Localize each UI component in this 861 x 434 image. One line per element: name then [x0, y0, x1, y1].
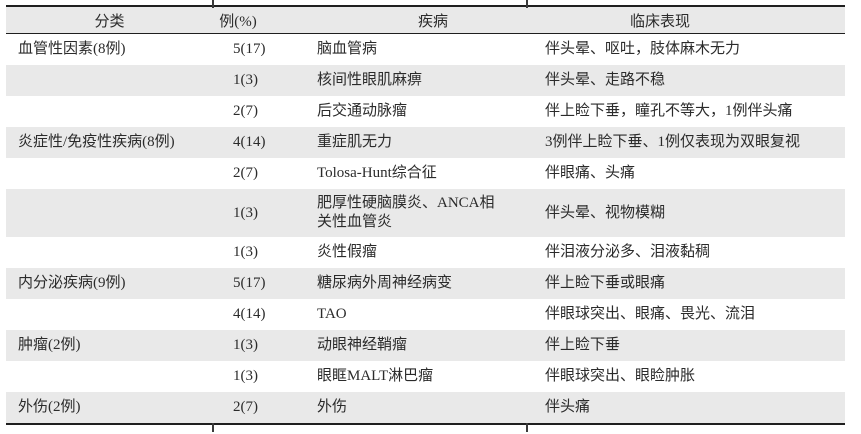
- header-row: 分类 例(%) 疾病 临床表现: [6, 6, 845, 34]
- col-header-category: 分类: [6, 6, 213, 34]
- table-row: 肿瘤(2例) 1(3) 动眼神经鞘瘤 伴上睑下垂: [6, 330, 845, 361]
- table-header: 分类 例(%) 疾病 临床表现: [6, 6, 845, 34]
- manifestation-cell: 伴眼球突出、眼痛、畏光、流泪: [545, 306, 756, 322]
- table-row: 内分泌疾病(9例) 5(17) 糖尿病外周神经病变 伴上睑下垂或眼痛: [6, 268, 845, 299]
- category-cell: [6, 237, 213, 268]
- disease-cell: 重症肌无力: [317, 134, 393, 151]
- category-cell: [6, 299, 213, 330]
- cases-cell: 4(14): [233, 134, 266, 150]
- column-divider-tick-top-left: [212, 0, 214, 8]
- manifestation-cell: 伴头晕、呕吐，肢体麻木无力: [545, 41, 741, 57]
- disease-cell: TAO: [317, 306, 347, 323]
- cases-cell: 1(3): [233, 337, 258, 353]
- table-row: 2(7) Tolosa-Hunt综合征 伴眼痛、头痛: [6, 158, 845, 189]
- table-row: 血管性因素(8例) 5(17) 脑血管病 伴头晕、呕吐，肢体麻木无力: [6, 34, 845, 66]
- manifestation-cell: 伴头晕、视物模糊: [545, 204, 666, 221]
- col-header-disease: 疾病: [303, 6, 527, 34]
- manifestation-cell: 伴上睑下垂: [545, 337, 621, 353]
- column-divider-tick-bottom-right: [526, 423, 528, 432]
- category-cell: 血管性因素(8例): [18, 41, 126, 57]
- column-divider-tick-bottom-left: [212, 423, 214, 432]
- disease-cell: 动眼神经鞘瘤: [317, 337, 408, 354]
- manifestation-cell: 伴头晕、走路不稳: [545, 72, 666, 88]
- cases-cell: 1(3): [233, 72, 258, 88]
- cases-cell: 4(14): [233, 306, 266, 322]
- disease-cell: 肥厚性硬脑膜炎、ANCA相关性血管炎: [317, 195, 495, 230]
- category-cell: [6, 96, 213, 127]
- clinical-findings-table: 分类 例(%) 疾病 临床表现 血管性因素(8例) 5(17) 脑血管病 伴头晕、呕吐…: [6, 0, 845, 432]
- cases-cell: 5(17): [233, 41, 266, 57]
- cases-cell: 1(3): [233, 368, 258, 384]
- manifestation-cell: 伴上睑下垂或眼痛: [545, 275, 666, 291]
- table-row: 2(7) 后交通动脉瘤 伴上睑下垂，瞳孔不等大，1例伴头痛: [6, 96, 845, 127]
- manifestation-cell: 伴眼球突出、眼睑肿胀: [545, 368, 696, 384]
- category-cell: 肿瘤(2例): [18, 337, 81, 353]
- manifestation-cell: 伴眼痛、头痛: [545, 165, 636, 181]
- manifestation-cell: 伴头痛: [545, 399, 591, 415]
- col-header-cases-percent: 例(%): [213, 6, 303, 34]
- disease-cell: 炎性假瘤: [317, 244, 378, 261]
- cases-cell: 1(3): [233, 204, 258, 221]
- category-cell: [6, 189, 213, 237]
- disease-cell: 后交通动脉瘤: [317, 103, 408, 120]
- category-cell: 外伤(2例): [18, 399, 81, 415]
- table-row: 1(3) 核间性眼肌麻痹 伴头晕、走路不稳: [6, 65, 845, 96]
- cases-cell: 1(3): [233, 244, 258, 260]
- table-row: 4(14) TAO 伴眼球突出、眼痛、畏光、流泪: [6, 299, 845, 330]
- cases-cell: 2(7): [233, 103, 258, 119]
- table-row: 1(3) 眼眶MALT淋巴瘤 伴眼球突出、眼睑肿胀: [6, 361, 845, 392]
- col-header-clinical-manifestation: 临床表现: [527, 6, 845, 34]
- category-cell: 炎症性/免疫性疾病(8例): [18, 134, 175, 150]
- disease-cell: 外伤: [317, 399, 348, 416]
- category-cell: [6, 361, 213, 392]
- table-row: 炎症性/免疫性疾病(8例) 4(14) 重症肌无力 3例伴上睑下垂、1例仅表现为双眼复…: [6, 127, 845, 158]
- disease-cell: 脑血管病: [317, 41, 378, 58]
- cases-cell: 5(17): [233, 275, 266, 291]
- disease-cell: 糖尿病外周神经病变: [317, 275, 453, 292]
- manifestation-cell: 伴泪液分泌多、泪液黏稠: [545, 244, 711, 260]
- category-cell: [6, 158, 213, 189]
- disease-cell: 核间性眼肌麻痹: [317, 72, 423, 89]
- table-row: 1(3) 炎性假瘤 伴泪液分泌多、泪液黏稠: [6, 237, 845, 268]
- table-row: 1(3) 肥厚性硬脑膜炎、ANCA相关性血管炎 伴头晕、视物模糊: [6, 189, 845, 237]
- category-cell: 内分泌疾病(9例): [18, 275, 126, 291]
- manifestation-cell: 伴上睑下垂，瞳孔不等大，1例伴头痛: [545, 103, 793, 119]
- category-cell: [6, 65, 213, 96]
- data-table: 分类 例(%) 疾病 临床表现 血管性因素(8例) 5(17) 脑血管病 伴头晕、呕吐…: [6, 5, 845, 425]
- table-row: 外伤(2例) 2(7) 外伤 伴头痛: [6, 392, 845, 424]
- table-body: 血管性因素(8例) 5(17) 脑血管病 伴头晕、呕吐，肢体麻木无力 1(3) 核间性眼肌…: [6, 34, 845, 424]
- cases-cell: 2(7): [233, 399, 258, 415]
- manifestation-cell: 3例伴上睑下垂、1例仅表现为双眼复视: [545, 134, 801, 150]
- column-divider-tick-top-right: [526, 0, 528, 8]
- disease-cell: 眼眶MALT淋巴瘤: [317, 368, 434, 385]
- disease-cell: Tolosa-Hunt综合征: [317, 165, 437, 182]
- cases-cell: 2(7): [233, 165, 258, 181]
